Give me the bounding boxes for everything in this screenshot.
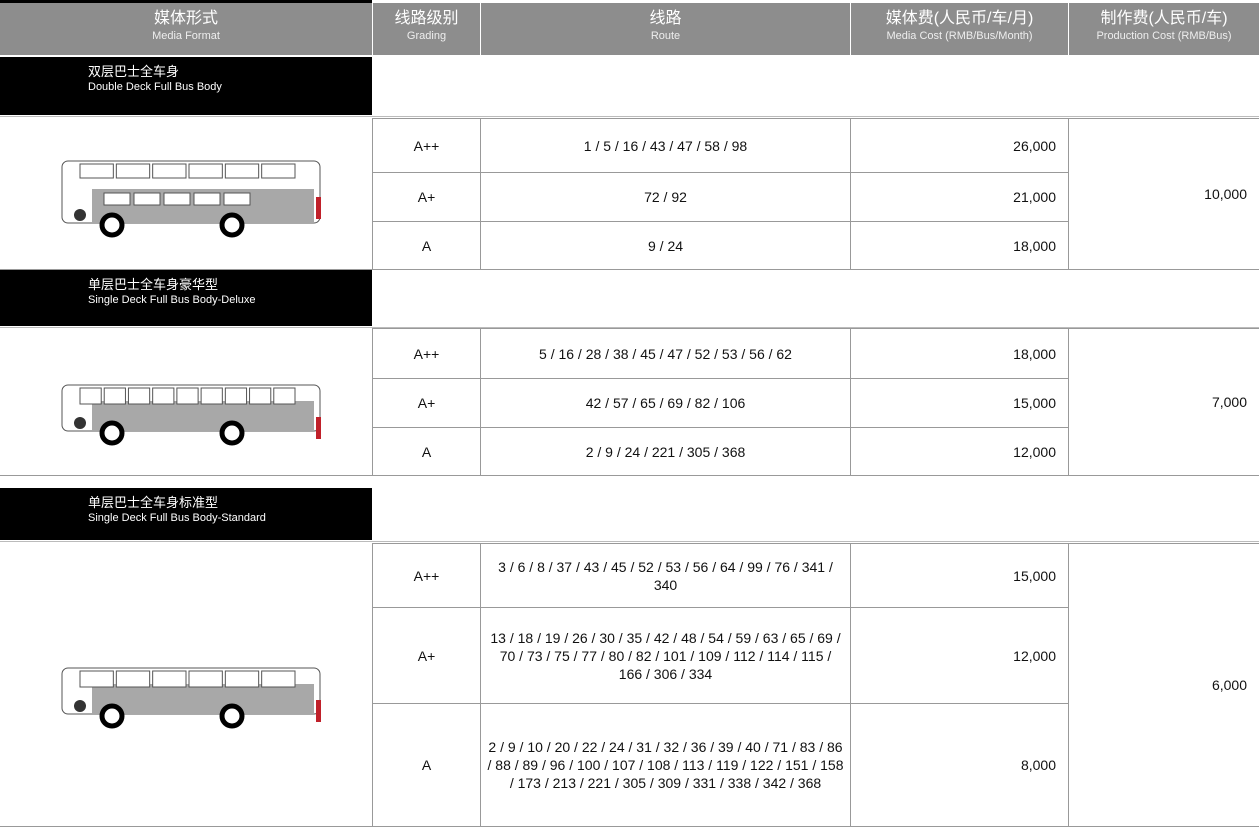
grading-cell: A++ — [372, 328, 480, 378]
bus-image — [61, 667, 321, 728]
route-cell: 2 / 9 / 10 / 20 / 22 / 24 / 31 / 32 / 36… — [480, 703, 850, 826]
media-cost-cell: 15,000 — [850, 378, 1068, 427]
production-cost-cell: 6,000 — [1068, 543, 1259, 826]
grading-cell: A — [372, 221, 480, 269]
media-cost-cell: 26,000 — [850, 118, 1068, 172]
header-en: Media Format — [152, 30, 220, 42]
section-label: 单层巴士全车身豪华型 Single Deck Full Bus Body-Delu… — [0, 270, 372, 326]
grading-cell: A++ — [372, 118, 480, 172]
section-divider — [0, 541, 1259, 542]
grading-cell: A — [372, 703, 480, 826]
grading-cell: A+ — [372, 378, 480, 427]
section-title: Single Deck Full Bus Body-Deluxe — [88, 294, 256, 306]
media-cost-cell: 12,000 — [850, 607, 1068, 703]
media-cost-cell: 21,000 — [850, 172, 1068, 221]
media-cost-cell: 8,000 — [850, 703, 1068, 826]
header-en: Grading — [406, 30, 447, 42]
route-cell: 9 / 24 — [480, 221, 850, 269]
production-cost-cell: 10,000 — [1068, 118, 1259, 269]
bus-image — [61, 160, 321, 237]
section-title: Single Deck Full Bus Body-Standard — [88, 512, 266, 524]
header-zh: 线路级别 — [394, 10, 459, 27]
header-zh: 制作费(人民币/车) — [1100, 10, 1228, 27]
section-title: 单层巴士全车身豪华型 — [88, 277, 219, 292]
header-zh: 媒体费(人民币/车/月) — [885, 10, 1034, 27]
route-cell: 42 / 57 / 65 / 69 / 82 / 106 — [480, 378, 850, 427]
header-top-bar — [0, 0, 372, 3]
section-divider — [0, 327, 1259, 328]
media-cost-cell: 18,000 — [850, 328, 1068, 378]
grading-cell: A — [372, 427, 480, 475]
header-cell: 媒体形式 Media Format — [0, 3, 372, 55]
section-label: 单层巴士全车身标准型 Single Deck Full Bus Body-Stan… — [0, 488, 372, 540]
header-cell: 线路 Route — [480, 3, 850, 55]
route-cell: 5 / 16 / 28 / 38 / 45 / 47 / 52 / 53 / 5… — [480, 328, 850, 378]
grading-cell: A++ — [372, 543, 480, 607]
header-zh: 媒体形式 — [153, 10, 218, 27]
route-cell: 13 / 18 / 19 / 26 / 30 / 35 / 42 / 48 / … — [480, 607, 850, 703]
route-cell: 2 / 9 / 24 / 221 / 305 / 368 — [480, 427, 850, 475]
grading-cell: A+ — [372, 172, 480, 221]
section-divider — [0, 116, 1259, 117]
section-title: 双层巴士全车身 — [88, 64, 180, 79]
header-en: Media Cost (RMB/Bus/Month) — [886, 30, 1033, 42]
media-cost-cell: 15,000 — [850, 543, 1068, 607]
section-label: 双层巴士全车身 Double Deck Full Bus Body — [0, 57, 372, 115]
header-en: Route — [650, 30, 681, 42]
media-cost-cell: 12,000 — [850, 427, 1068, 475]
header-cell: 媒体费(人民币/车/月) Media Cost (RMB/Bus/Month) — [850, 3, 1068, 55]
route-cell: 1 / 5 / 16 / 43 / 47 / 58 / 98 — [480, 118, 850, 172]
section-bottom-line — [0, 475, 1259, 476]
header-cell: 制作费(人民币/车) Production Cost (RMB/Bus) — [1068, 3, 1259, 55]
header-zh: 线路 — [649, 10, 682, 27]
media-cost-cell: 18,000 — [850, 221, 1068, 269]
grading-cell: A+ — [372, 607, 480, 703]
header-cell: 线路级别 Grading — [372, 3, 480, 55]
section-bottom-line — [0, 269, 1259, 270]
route-cell: 3 / 6 / 8 / 37 / 43 / 45 / 52 / 53 / 56 … — [480, 543, 850, 607]
header-en: Production Cost (RMB/Bus) — [1096, 30, 1232, 42]
bus-image — [61, 384, 321, 445]
section-title: 单层巴士全车身标准型 — [88, 495, 219, 510]
route-cell: 72 / 92 — [480, 172, 850, 221]
section-title: Double Deck Full Bus Body — [88, 81, 222, 93]
section-bottom-line — [0, 826, 1259, 827]
production-cost-cell: 7,000 — [1068, 328, 1259, 475]
